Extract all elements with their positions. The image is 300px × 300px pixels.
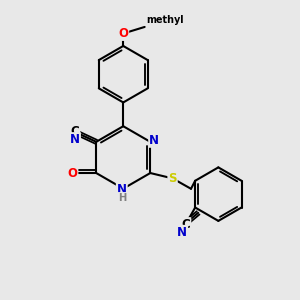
Text: N: N bbox=[149, 134, 159, 147]
Text: N: N bbox=[117, 183, 127, 196]
Text: N: N bbox=[70, 133, 80, 146]
Text: O: O bbox=[118, 27, 128, 40]
Text: C: C bbox=[182, 218, 190, 231]
Text: H: H bbox=[118, 193, 126, 202]
Text: C: C bbox=[70, 125, 80, 138]
Text: N: N bbox=[177, 226, 187, 239]
Text: O: O bbox=[68, 167, 77, 179]
Text: S: S bbox=[168, 172, 177, 185]
Text: methyl: methyl bbox=[146, 16, 184, 26]
